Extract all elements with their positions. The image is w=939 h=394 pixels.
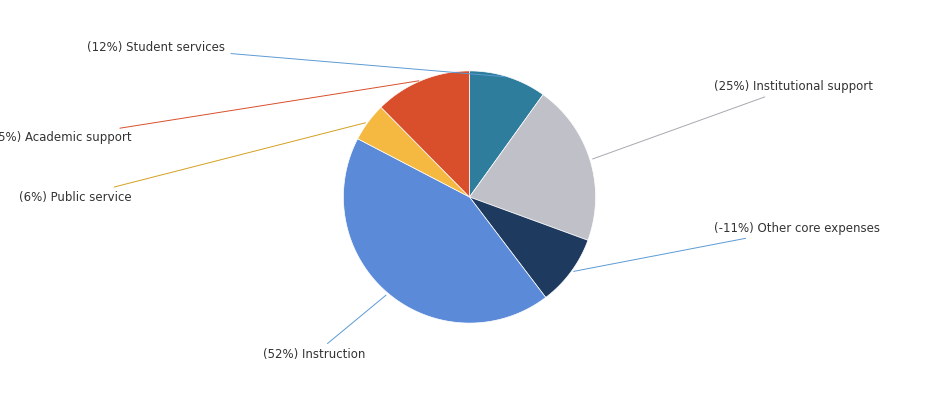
Polygon shape: [344, 139, 546, 323]
Polygon shape: [381, 71, 470, 197]
Polygon shape: [470, 71, 543, 197]
Polygon shape: [470, 197, 588, 297]
Text: (25%) Institutional support: (25%) Institutional support: [593, 80, 872, 159]
Text: (52%) Instruction: (52%) Instruction: [263, 295, 386, 361]
Text: (12%) Student services: (12%) Student services: [87, 41, 505, 77]
Polygon shape: [470, 95, 595, 240]
Text: (15%) Academic support: (15%) Academic support: [0, 81, 419, 144]
Text: (-11%) Other core expenses: (-11%) Other core expenses: [574, 222, 880, 271]
Polygon shape: [358, 107, 470, 197]
Text: (6%) Public service: (6%) Public service: [19, 123, 365, 203]
